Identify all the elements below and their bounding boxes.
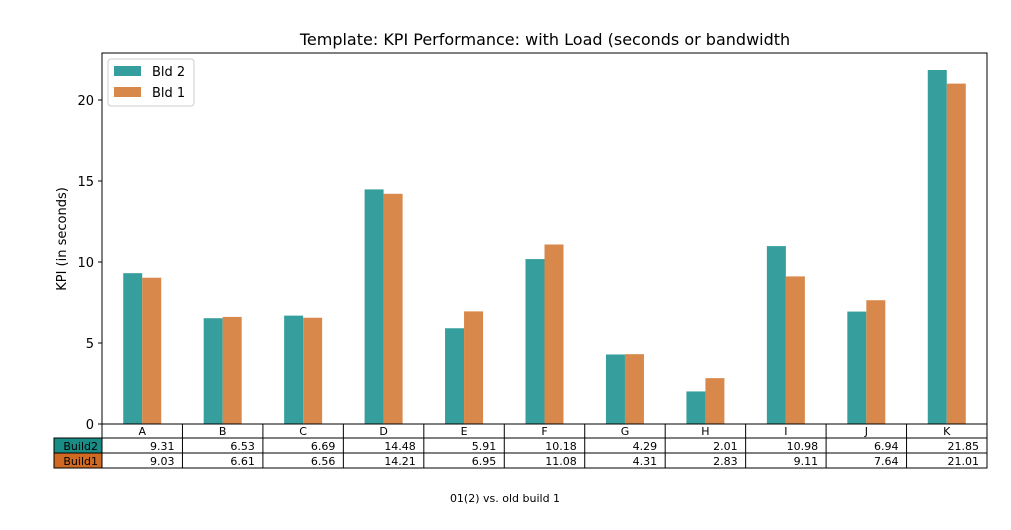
table-column-header: E xyxy=(461,425,468,438)
data-table: A B C D E F G H I J K Build2 9.31 6.53 6.69 14.48 5.91 10… xyxy=(53,423,988,469)
table-cell: 6.53 xyxy=(230,440,255,453)
table-cell: 21.85 xyxy=(948,440,980,453)
bar-bld1-E xyxy=(464,311,484,424)
bar-bld2-K xyxy=(927,70,947,424)
bar-bld1-A xyxy=(142,277,162,424)
table-column-header: J xyxy=(864,425,868,438)
table-row-label: Build1 xyxy=(63,455,98,468)
chart-title: Template: KPI Performance: with Load (se… xyxy=(299,30,790,49)
table-cell: 10.18 xyxy=(545,440,577,453)
bar-bld1-K xyxy=(946,83,966,424)
table-cell: 4.31 xyxy=(633,455,658,468)
bar-bld2-G xyxy=(605,354,625,424)
table-cell: 14.21 xyxy=(384,455,416,468)
legend-label: Bld 2 xyxy=(152,65,185,80)
y-tick-label: 5 xyxy=(86,337,94,352)
chart-caption: 01(2) vs. old build 1 xyxy=(450,492,560,505)
table-cell: 9.31 xyxy=(150,440,175,453)
table-cell: 6.56 xyxy=(311,455,336,468)
table-cell: 2.01 xyxy=(713,440,738,453)
table-cell: 10.98 xyxy=(787,440,819,453)
bar-bld2-C xyxy=(284,315,304,424)
bar-bld2-A xyxy=(123,273,143,424)
table-cell: 6.69 xyxy=(311,440,336,453)
table-column-header: A xyxy=(138,425,146,438)
table-cell: 6.95 xyxy=(472,455,497,468)
y-tick-label: 0 xyxy=(86,418,94,433)
bar-bld1-F xyxy=(544,244,564,424)
table-column-header: G xyxy=(621,425,630,438)
bar-bld1-I xyxy=(785,276,805,424)
table-cell: 9.11 xyxy=(794,455,819,468)
table-column-header: F xyxy=(541,425,547,438)
bar-bld1-G xyxy=(624,354,644,424)
table-column-header: H xyxy=(701,425,709,438)
bar-bld2-J xyxy=(847,311,867,424)
table-row-label: Build2 xyxy=(63,440,98,453)
table-column-header: B xyxy=(219,425,227,438)
table-cell: 7.64 xyxy=(874,455,899,468)
y-tick-label: 15 xyxy=(77,175,94,190)
bar-bld2-I xyxy=(766,246,786,424)
table-column-header: D xyxy=(379,425,387,438)
y-axis-label: KPI (in seconds) xyxy=(55,187,70,291)
legend: Bld 2 Bld 1 xyxy=(107,58,195,107)
table-cell: 6.61 xyxy=(230,455,255,468)
y-axis: 0 5 10 15 20 xyxy=(77,94,102,433)
legend-label: Bld 1 xyxy=(152,86,185,101)
table-cell: 4.29 xyxy=(633,440,658,453)
table-cell: 6.94 xyxy=(874,440,899,453)
table-column-header: K xyxy=(943,425,951,438)
bar-bld1-D xyxy=(383,193,403,424)
bar-bld2-H xyxy=(686,391,706,424)
y-tick-label: 20 xyxy=(77,94,94,109)
y-tick-label: 10 xyxy=(77,256,94,271)
table-column-header: I xyxy=(784,425,787,438)
table-cell: 11.08 xyxy=(545,455,577,468)
bar-bld1-C xyxy=(303,317,323,424)
table-cell: 21.01 xyxy=(948,455,980,468)
bar-bld2-E xyxy=(445,328,465,424)
table-cell: 5.91 xyxy=(472,440,497,453)
bar-bld1-B xyxy=(222,316,242,424)
table-cell: 14.48 xyxy=(384,440,416,453)
bars-group xyxy=(123,70,966,424)
bar-bld1-H xyxy=(705,378,725,424)
bar-bld2-D xyxy=(364,189,384,424)
table-cell: 9.03 xyxy=(150,455,175,468)
bar-bld2-B xyxy=(203,318,223,424)
bar-bld2-F xyxy=(525,259,545,424)
bar-bld1-J xyxy=(866,300,886,424)
table-cell: 2.83 xyxy=(713,455,738,468)
table-row-label-cell xyxy=(53,452,103,469)
legend-swatch xyxy=(114,87,141,97)
legend-swatch xyxy=(114,66,141,76)
table-column-header: C xyxy=(299,425,307,438)
